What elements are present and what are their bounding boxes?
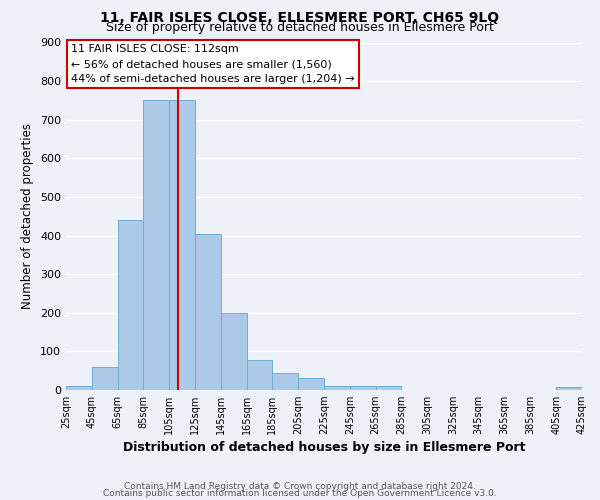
Bar — [247, 360, 272, 390]
Text: Size of property relative to detached houses in Ellesmere Port: Size of property relative to detached ho… — [106, 21, 494, 34]
Bar — [272, 372, 298, 390]
Bar — [118, 220, 143, 390]
Bar — [143, 100, 169, 390]
Y-axis label: Number of detached properties: Number of detached properties — [22, 123, 34, 309]
Bar — [350, 386, 376, 390]
Bar — [195, 234, 221, 390]
Bar — [376, 386, 401, 390]
Bar — [169, 100, 195, 390]
Text: 11, FAIR ISLES CLOSE, ELLESMERE PORT, CH65 9LQ: 11, FAIR ISLES CLOSE, ELLESMERE PORT, CH… — [100, 11, 500, 25]
Bar — [66, 386, 92, 390]
X-axis label: Distribution of detached houses by size in Ellesmere Port: Distribution of detached houses by size … — [123, 442, 525, 454]
Bar — [92, 367, 118, 390]
Text: 11 FAIR ISLES CLOSE: 112sqm
← 56% of detached houses are smaller (1,560)
44% of : 11 FAIR ISLES CLOSE: 112sqm ← 56% of det… — [71, 44, 355, 84]
Text: Contains HM Land Registry data © Crown copyright and database right 2024.: Contains HM Land Registry data © Crown c… — [124, 482, 476, 491]
Bar — [324, 386, 350, 390]
Bar — [221, 313, 247, 390]
Text: Contains public sector information licensed under the Open Government Licence v3: Contains public sector information licen… — [103, 489, 497, 498]
Bar — [298, 378, 324, 390]
Bar — [556, 387, 582, 390]
